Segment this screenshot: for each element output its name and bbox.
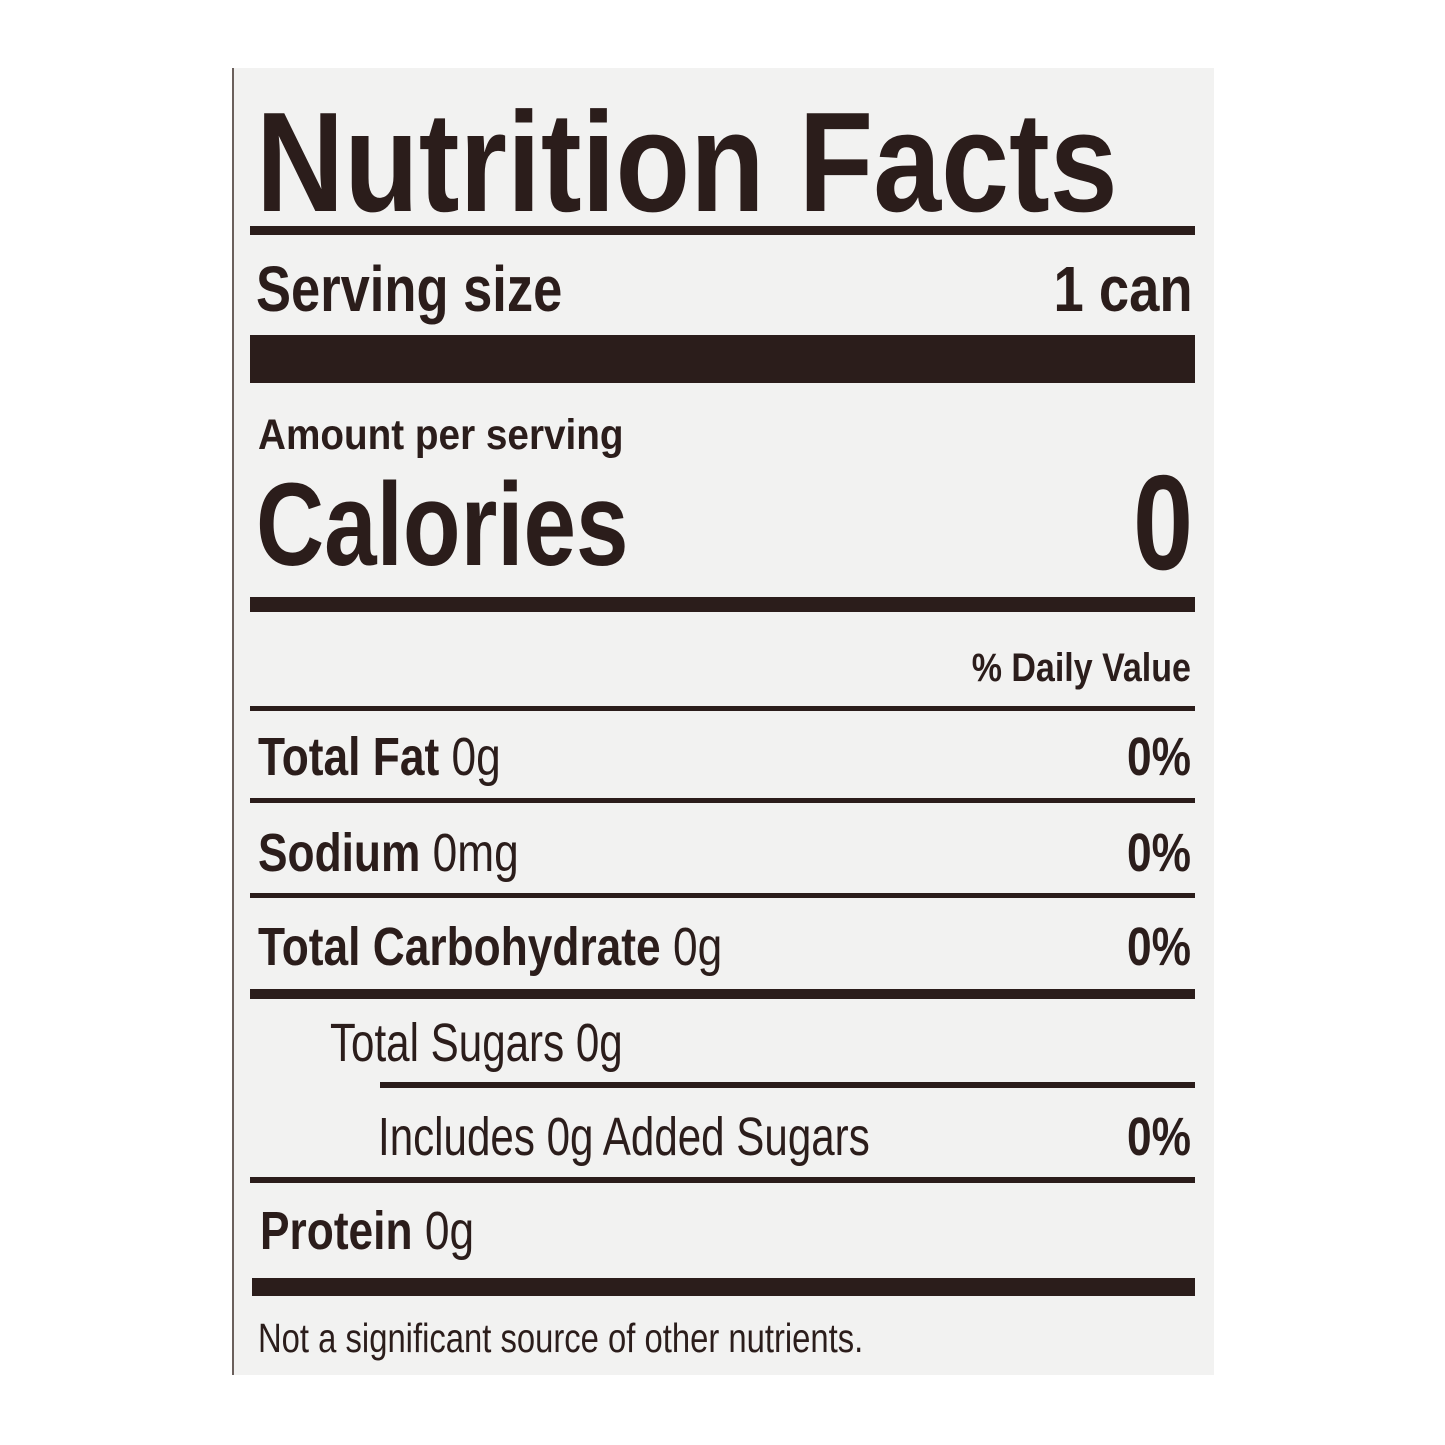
divider <box>250 226 1195 235</box>
medium-divider <box>250 597 1195 612</box>
nutrient-amount: 0g <box>451 727 501 787</box>
calories-value: 0 <box>1132 447 1193 598</box>
amount-per-serving: Amount per serving <box>258 411 624 459</box>
title: Nutrition Facts <box>256 83 1118 242</box>
thick-divider <box>250 335 1195 383</box>
nutrient-row-sodium: Sodium 0mg <box>258 826 519 880</box>
serving-size-label: Serving size <box>256 253 563 325</box>
nutrient-row-added-sugars: Includes 0g Added Sugars <box>378 1107 870 1167</box>
nutrient-amount: 0g <box>672 917 723 977</box>
nutrient-name: Protein <box>260 1201 413 1261</box>
nutrient-dv: 0% <box>1127 917 1191 977</box>
nutrient-dv: 0% <box>1127 823 1191 883</box>
footnote: Not a significant source of other nutrie… <box>258 1315 864 1361</box>
nutrient-dv: 0% <box>1127 1107 1191 1167</box>
nutrition-label <box>232 68 1214 1375</box>
nutrient-row-total-carbohydrate: Total Carbohydrate 0g <box>258 920 722 974</box>
thick-divider <box>252 1278 1195 1296</box>
nutrient-name: Sodium <box>258 823 421 883</box>
nutrient-row-total-sugars: Total Sugars 0g <box>330 1013 623 1073</box>
divider <box>250 1177 1195 1183</box>
nutrient-row-protein: Protein 0g <box>260 1204 474 1258</box>
calories-label: Calories <box>256 459 629 591</box>
nutrient-amount: 0g <box>424 1201 475 1261</box>
divider <box>250 893 1195 898</box>
nutrient-amount: 0mg <box>432 823 519 883</box>
nutrient-dv: 0% <box>1127 727 1191 787</box>
nutrient-row-total-fat: Total Fat 0g <box>258 730 501 784</box>
divider <box>250 706 1195 711</box>
nutrient-name: Total Fat <box>258 727 440 787</box>
divider <box>250 989 1195 999</box>
divider <box>250 798 1195 803</box>
serving-size-value: 1 can <box>1053 253 1193 325</box>
daily-value-header: % Daily Value <box>971 646 1191 690</box>
nutrient-name: Total Carbohydrate <box>258 917 661 977</box>
divider <box>380 1082 1195 1088</box>
